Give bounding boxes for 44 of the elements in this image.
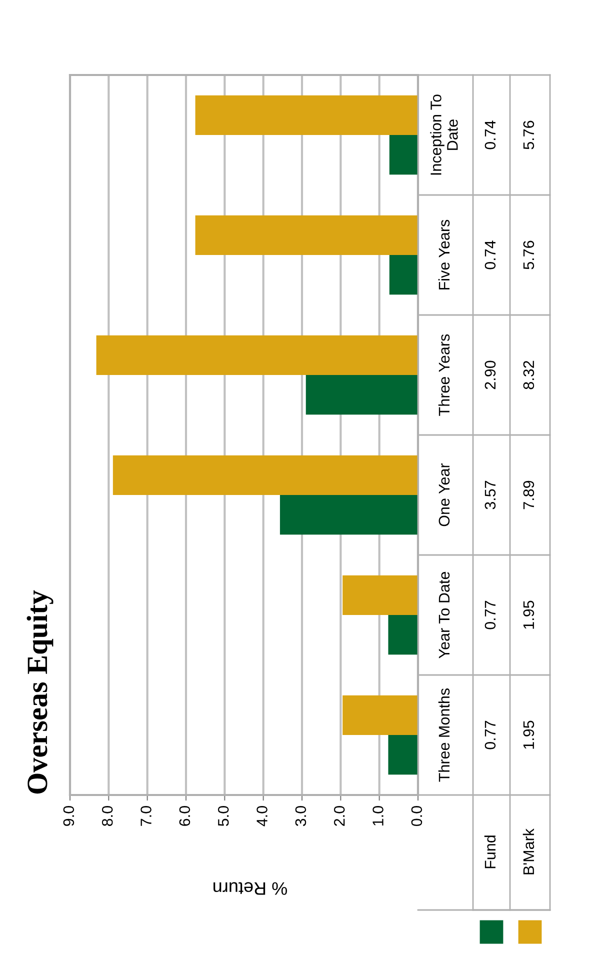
x-tick-label: 9.0 xyxy=(63,806,74,826)
bar xyxy=(195,215,418,255)
x-tick-label: 4.0 xyxy=(256,806,268,826)
data-label: 7.89 xyxy=(523,480,534,510)
bar xyxy=(195,95,418,135)
x-tick-label: 5.0 xyxy=(218,806,229,826)
text: Fund xyxy=(484,836,496,868)
data-label: 0.77 xyxy=(484,720,496,750)
bar xyxy=(389,135,418,175)
x-tick-label: 2.0 xyxy=(334,806,345,826)
data-label: 3.57 xyxy=(484,480,496,510)
bar xyxy=(389,255,418,295)
data-label: 0.74 xyxy=(484,120,496,150)
x-tick-label: 7.0 xyxy=(140,806,152,826)
bar xyxy=(388,615,418,655)
bar xyxy=(280,495,418,535)
data-label: 5.76 xyxy=(523,240,534,270)
bar xyxy=(342,695,418,735)
bar xyxy=(388,735,418,775)
x-tick-label: 8.0 xyxy=(102,806,113,826)
x-tick-label: 1.0 xyxy=(372,806,384,826)
y-tick-label: One Year xyxy=(438,463,450,526)
data-label: 8.32 xyxy=(523,360,534,390)
bar xyxy=(342,575,418,615)
x-tick-label: 0.0 xyxy=(411,806,422,826)
y-tick-label: Five Years xyxy=(438,220,450,290)
data-label: 5.76 xyxy=(523,120,534,150)
data-label: 0.74 xyxy=(484,240,496,270)
data-label: 2.90 xyxy=(484,360,496,390)
y-tick-label: Inception To Date xyxy=(430,94,458,175)
bar xyxy=(306,375,418,415)
y-tick-label: Three Years xyxy=(438,334,450,416)
text: B'Mark xyxy=(522,828,534,874)
data-label: 0.77 xyxy=(484,600,496,630)
x-axis-title: % Return xyxy=(214,882,287,895)
data-label: 1.95 xyxy=(523,720,534,749)
x-tick-label: 6.0 xyxy=(179,806,190,826)
y-tick-label: Three Months xyxy=(438,688,450,782)
x-tick-label: 3.0 xyxy=(295,806,306,826)
data-label: 1.95 xyxy=(523,600,534,629)
bar xyxy=(112,455,418,495)
y-tick-label: Year To Date xyxy=(438,572,450,658)
bar xyxy=(96,335,418,375)
text: Overseas Equity xyxy=(26,590,54,794)
